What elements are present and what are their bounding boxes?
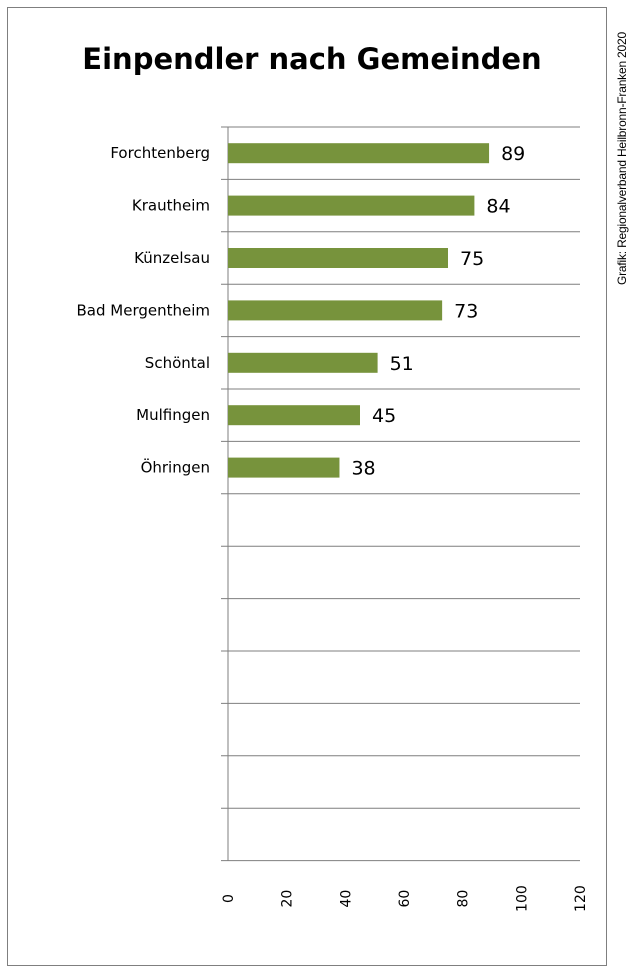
data-label: 75: [460, 248, 484, 270]
data-label: 45: [372, 405, 396, 427]
category-label: Forchtenberg: [110, 144, 210, 162]
category-label: Bad Mergentheim: [77, 301, 211, 319]
bar: [228, 405, 360, 426]
data-label: 38: [351, 458, 375, 480]
bar: [228, 248, 448, 268]
data-label: 73: [454, 300, 478, 322]
bar: [228, 352, 378, 373]
bar: [228, 300, 443, 321]
x-tick-label: 120: [573, 885, 589, 912]
category-label: Mulfingen: [136, 406, 210, 424]
x-tick-label: 100: [514, 885, 530, 912]
x-tick-label: 0: [221, 894, 237, 903]
chart-frame: Einpendler nach Gemeinden: [7, 7, 607, 966]
bar: [228, 457, 340, 478]
data-label: 84: [486, 196, 510, 218]
x-tick-label: 20: [280, 890, 296, 908]
bar: [228, 143, 490, 164]
bar: [228, 195, 475, 216]
x-tick-label: 80: [456, 890, 472, 908]
x-tick-label: 60: [397, 890, 413, 908]
category-label: Öhringen: [141, 458, 210, 477]
data-label: 89: [501, 143, 525, 165]
data-label: 51: [390, 353, 414, 375]
category-label: Schöntal: [145, 354, 210, 372]
category-label: Krautheim: [132, 197, 210, 215]
chart-title: Einpendler nach Gemeinden: [82, 42, 542, 76]
category-label: Künzelsau: [134, 249, 210, 267]
x-tick-label: 40: [338, 890, 354, 908]
